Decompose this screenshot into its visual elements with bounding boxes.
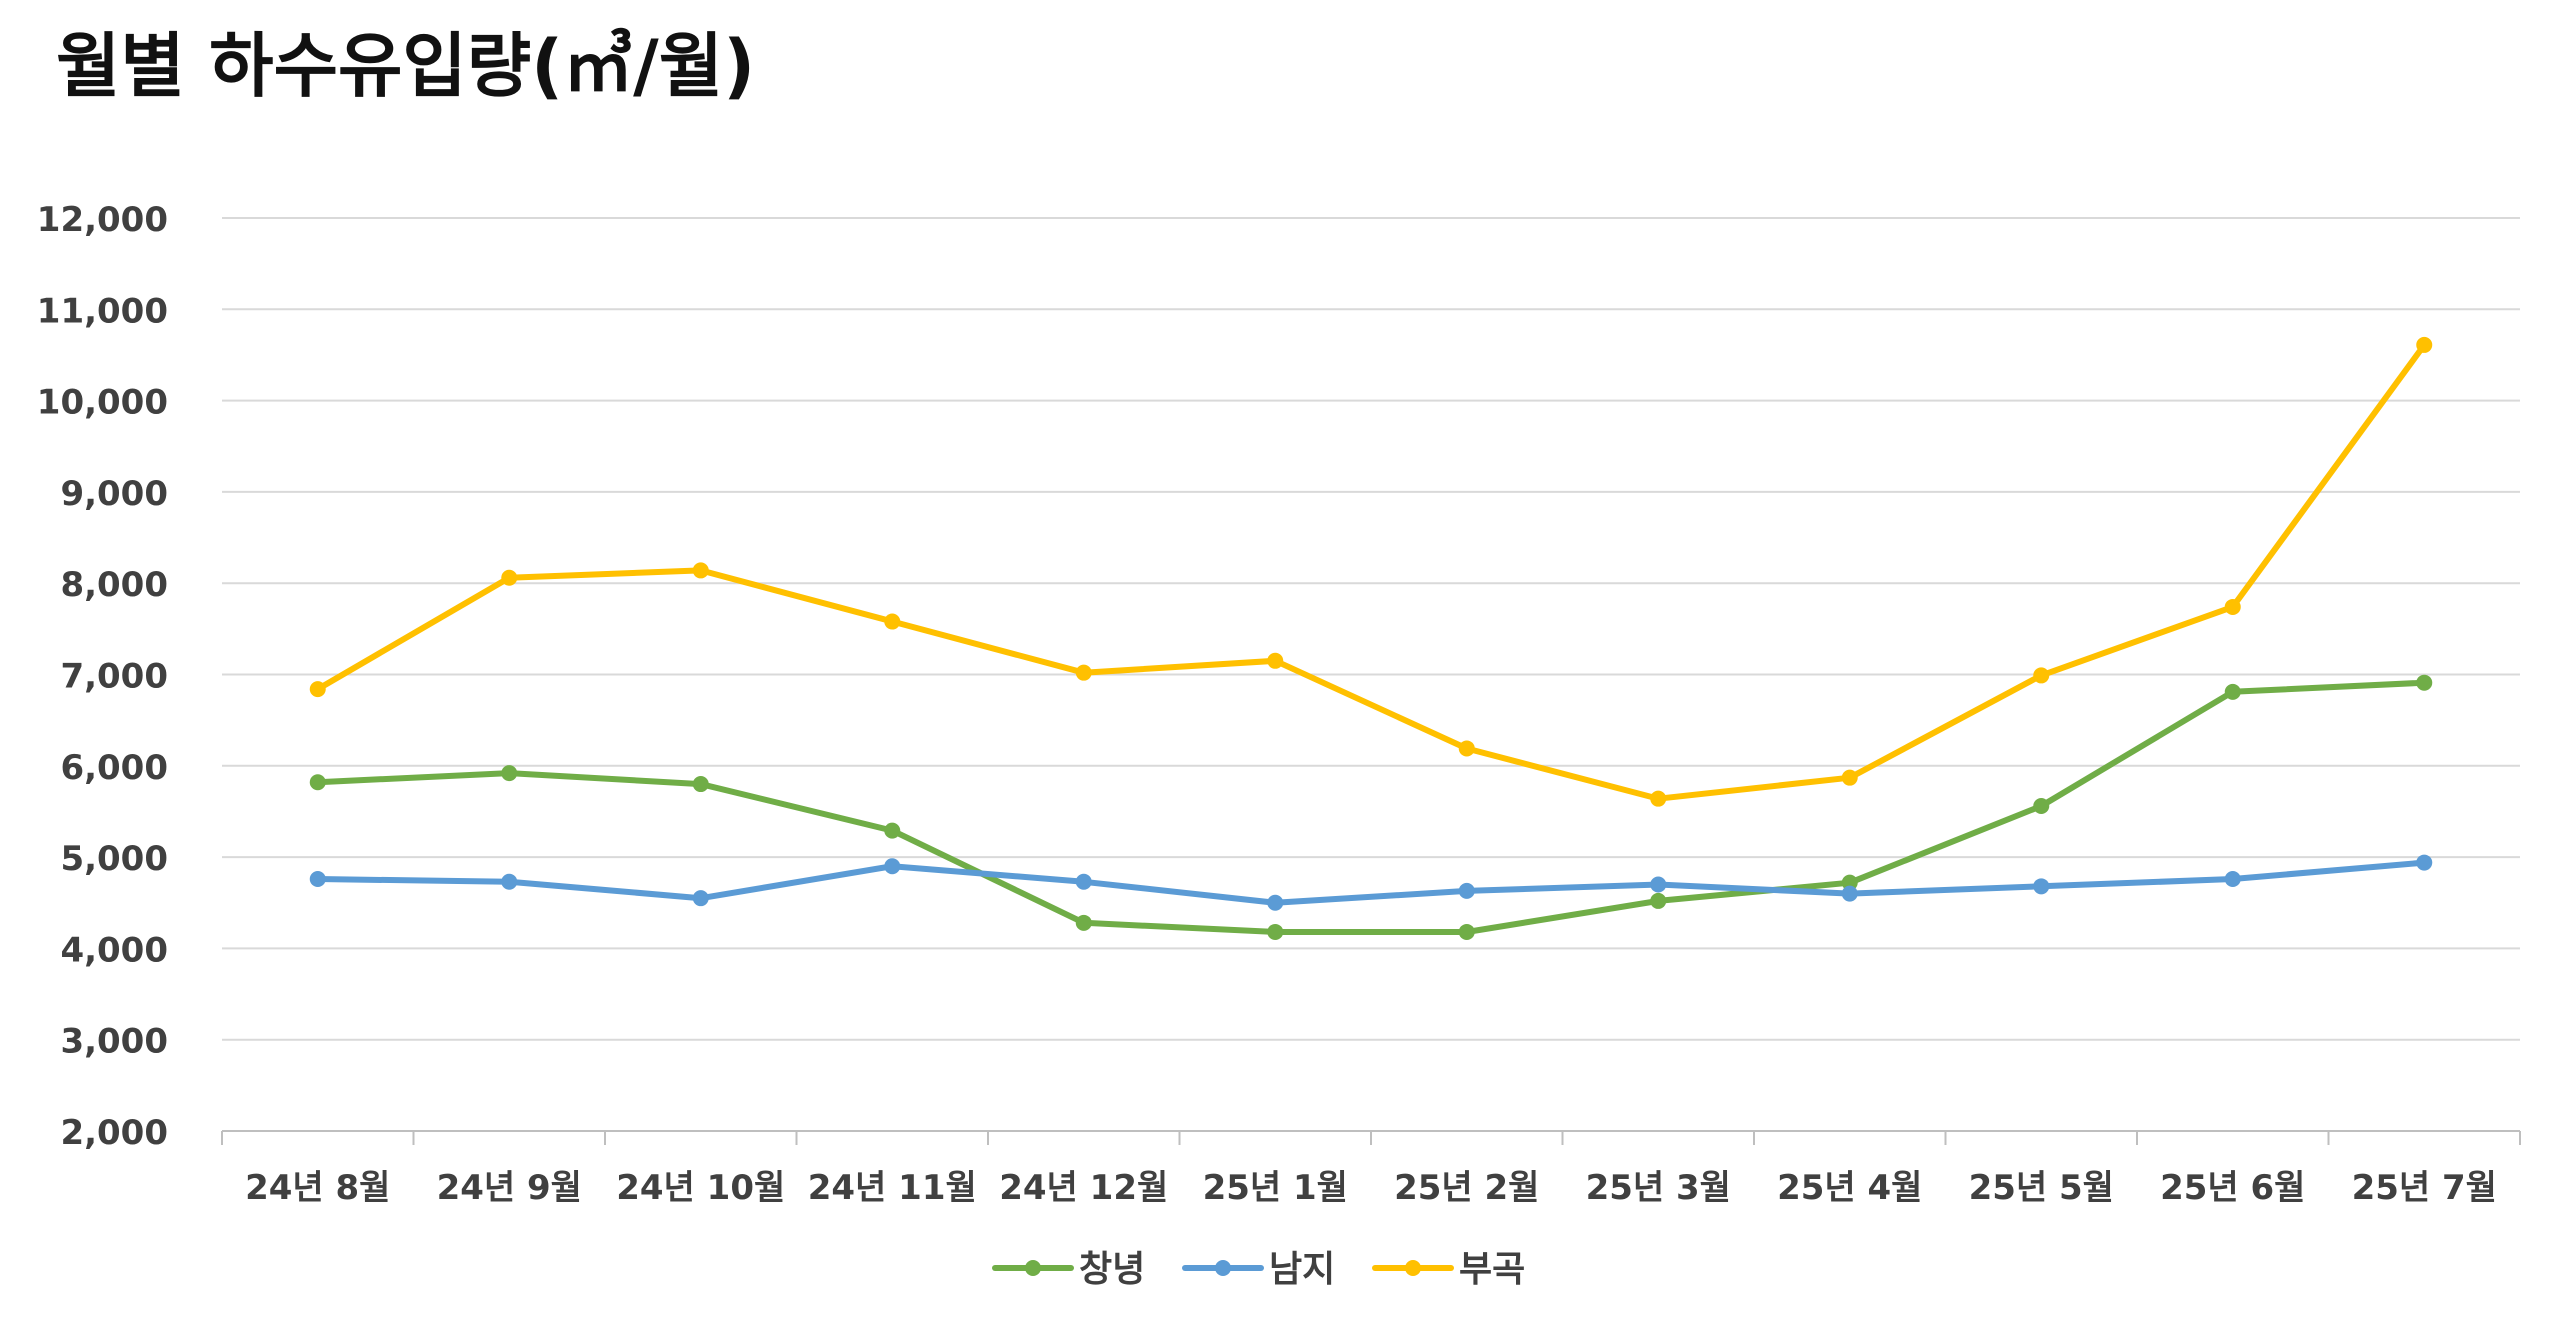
data-point bbox=[692, 776, 709, 793]
data-point bbox=[1267, 652, 1284, 669]
series-line-2 bbox=[314, 341, 2428, 802]
data-point bbox=[1650, 892, 1667, 909]
x-tick-label: 25년 5월 bbox=[1969, 1168, 2114, 1208]
data-point bbox=[2224, 683, 2241, 700]
legend: 창녕 남지 부곡 bbox=[992, 1249, 1525, 1290]
y-tick-label: 7,000 bbox=[60, 657, 168, 697]
data-point bbox=[884, 613, 901, 630]
data-point bbox=[1841, 885, 1858, 902]
data-point bbox=[2416, 854, 2433, 871]
data-point bbox=[2033, 878, 2050, 895]
y-tick-label: 4,000 bbox=[60, 930, 168, 970]
legend-entry-label: 창녕 bbox=[1079, 1249, 1145, 1290]
y-tick-label: 9,000 bbox=[60, 474, 168, 514]
data-point bbox=[1841, 769, 1858, 786]
x-tick-label: 24년 11월 bbox=[808, 1168, 977, 1208]
data-point bbox=[309, 681, 326, 698]
legend-entry-label: 부곡 bbox=[1459, 1249, 1525, 1290]
x-tick-label: 24년 8월 bbox=[245, 1168, 390, 1208]
series-group bbox=[309, 336, 2433, 940]
data-point bbox=[1458, 923, 1475, 940]
legend-marker-point bbox=[1025, 1260, 1041, 1276]
data-point bbox=[2033, 667, 2050, 684]
data-point bbox=[1075, 664, 1092, 681]
x-tick-label: 25년 4월 bbox=[1777, 1168, 1922, 1208]
data-point bbox=[1075, 873, 1092, 890]
series-line-0 bbox=[314, 679, 2428, 935]
data-point bbox=[2416, 674, 2433, 691]
data-point bbox=[2224, 598, 2241, 615]
data-point bbox=[1458, 740, 1475, 757]
y-tick-label: 10,000 bbox=[37, 383, 168, 423]
data-point bbox=[884, 822, 901, 839]
data-point bbox=[1075, 914, 1092, 931]
data-point bbox=[1650, 876, 1667, 893]
chart-title: 월별 하수유입량(㎥/월) bbox=[56, 25, 756, 107]
data-point bbox=[501, 765, 518, 782]
x-axis: 24년 8월 24년 9월 24년 10월 24년 11월 24년 12월 25년 1월 2… bbox=[221, 1130, 2521, 1208]
x-tick-label: 25년 1월 bbox=[1203, 1168, 1348, 1208]
data-point bbox=[1841, 874, 1858, 891]
y-tick-label: 2,000 bbox=[60, 1113, 168, 1153]
data-point bbox=[692, 890, 709, 907]
x-tick-label: 25년 6월 bbox=[2160, 1168, 2305, 1208]
y-tick-label: 5,000 bbox=[60, 839, 168, 879]
gridlines bbox=[222, 217, 2520, 1041]
data-point bbox=[884, 858, 901, 875]
x-tick-label: 25년 3월 bbox=[1586, 1168, 1731, 1208]
legend-marker-point bbox=[1215, 1260, 1231, 1276]
y-axis: 2,000 3,000 4,000 5,000 6,000 7,000 8,000 9,000… bbox=[37, 200, 168, 1153]
data-point bbox=[1458, 882, 1475, 899]
x-tick-label: 24년 10월 bbox=[616, 1168, 785, 1208]
x-tick-label: 24년 12월 bbox=[999, 1168, 1168, 1208]
series-line-1 bbox=[314, 859, 2428, 906]
x-tick-label: 25년 7월 bbox=[2352, 1168, 2497, 1208]
data-point bbox=[501, 569, 518, 586]
legend-marker-point bbox=[1405, 1260, 1421, 1276]
x-tick-label: 25년 2월 bbox=[1394, 1168, 1539, 1208]
y-tick-label: 3,000 bbox=[60, 1022, 168, 1062]
y-tick-label: 8,000 bbox=[60, 565, 168, 605]
data-point bbox=[692, 562, 709, 579]
data-point bbox=[309, 871, 326, 888]
data-point bbox=[1267, 923, 1284, 940]
x-tick-label: 24년 9월 bbox=[437, 1168, 582, 1208]
data-point bbox=[309, 774, 326, 791]
legend-entry-label: 남지 bbox=[1269, 1249, 1335, 1290]
data-point bbox=[1650, 790, 1667, 807]
data-point bbox=[2416, 336, 2433, 353]
data-point bbox=[1267, 894, 1284, 911]
data-point bbox=[2224, 871, 2241, 888]
data-point bbox=[501, 873, 518, 890]
y-tick-label: 11,000 bbox=[37, 291, 168, 331]
data-point bbox=[2033, 797, 2050, 814]
y-tick-label: 12,000 bbox=[37, 200, 168, 240]
y-tick-label: 6,000 bbox=[60, 748, 168, 788]
